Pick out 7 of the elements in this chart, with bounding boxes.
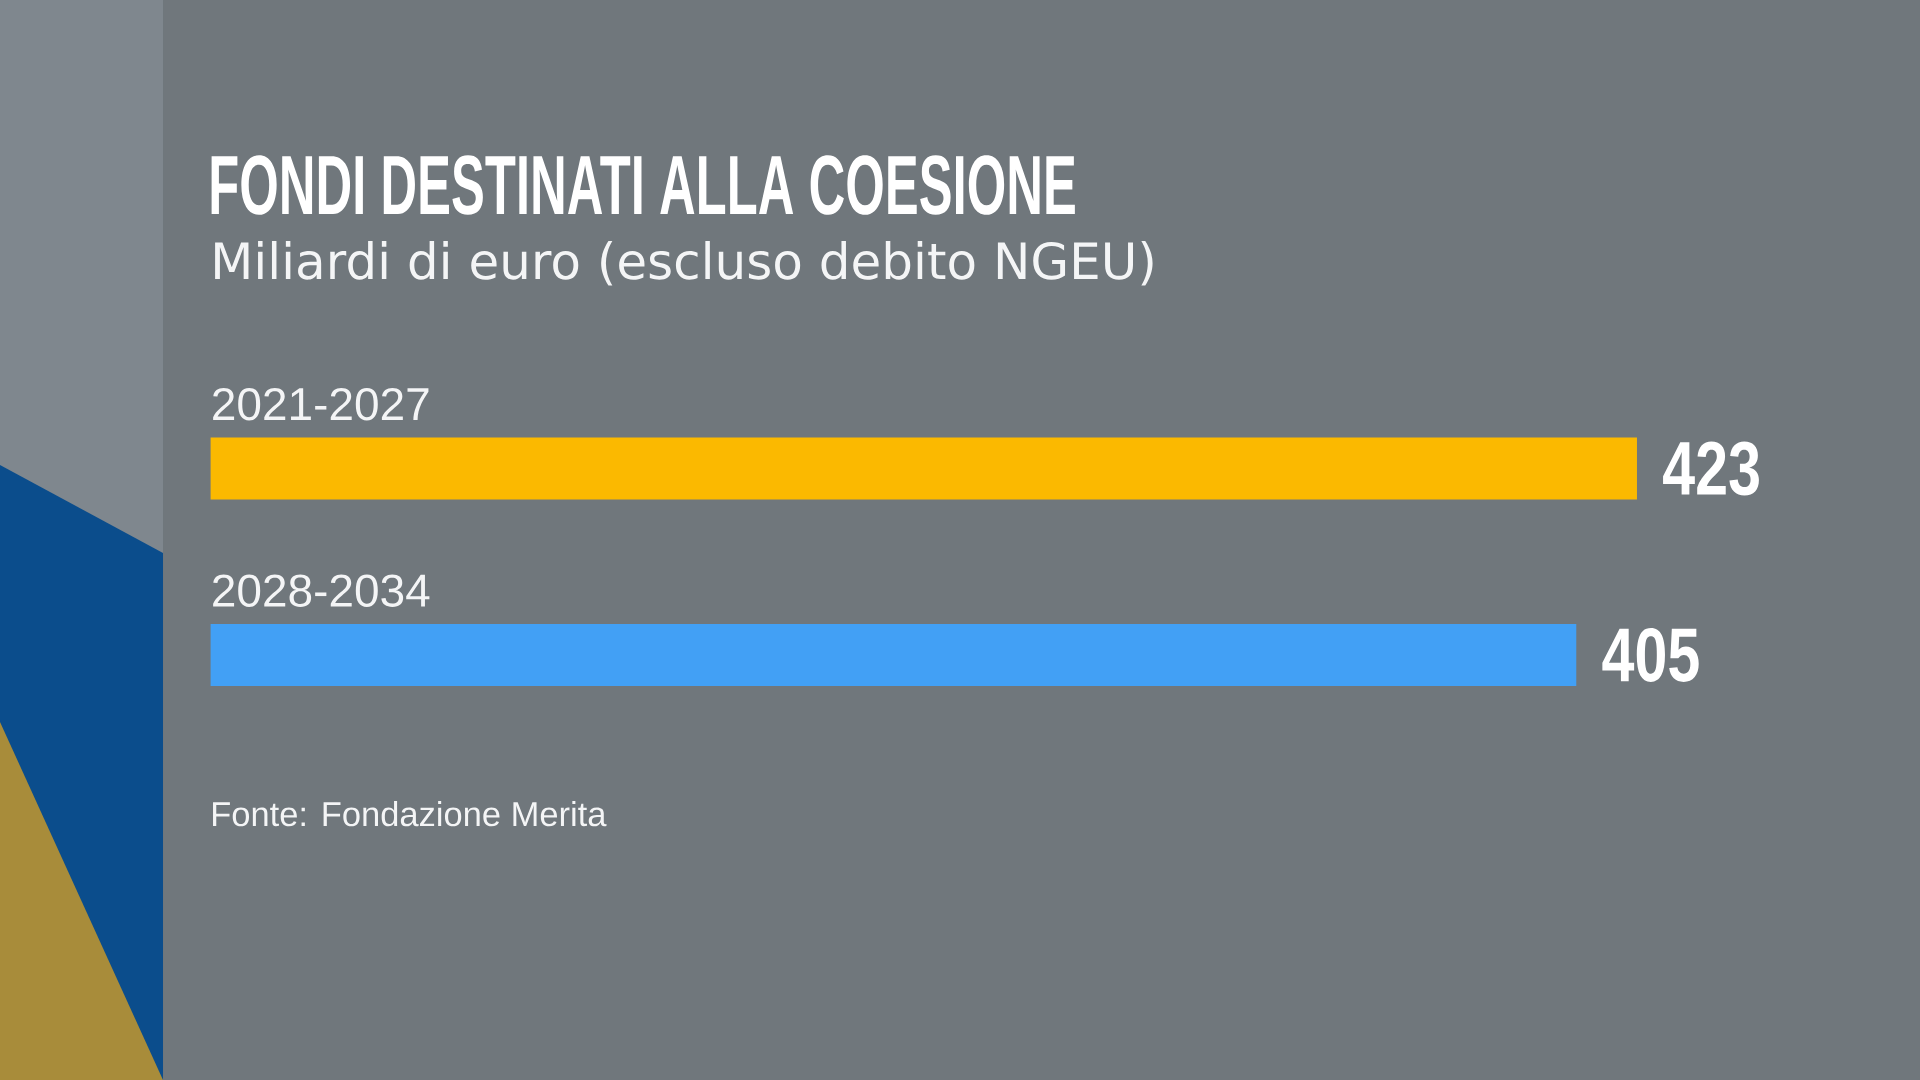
source-note: Fonte: Fondazione Merita (213, 801, 607, 827)
y-tick-label: 2028-2034 (213, 574, 430, 607)
chart-subtitle: Miliardi di euro (escluso debito NGEU) (215, 241, 1153, 286)
data-label: 405 (1602, 628, 1699, 682)
data-label: 423 (1663, 441, 1759, 496)
chart-title: FONDI DESTINATI ALLA COESIONE (211, 155, 1075, 215)
y-tick-label: 2021-2027 (213, 387, 429, 421)
